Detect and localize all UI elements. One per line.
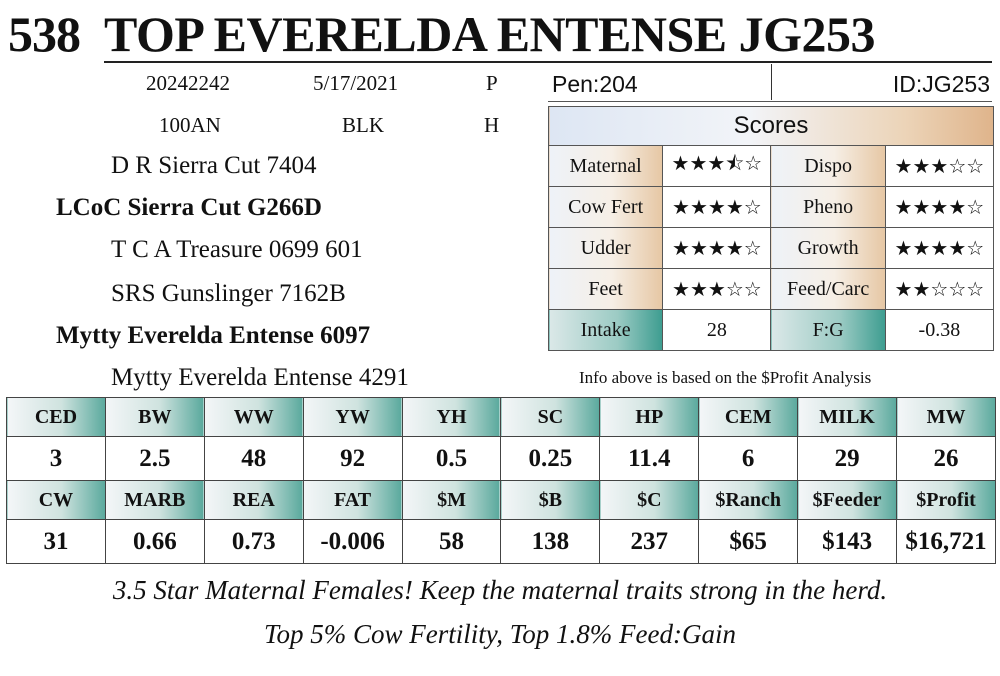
score-row: Cow Fert ★★★★☆ Pheno ★★★★☆ bbox=[547, 186, 995, 228]
epd-header-cell: $Feeder bbox=[797, 480, 898, 520]
score-stars-feet: ★★★☆☆ bbox=[662, 268, 772, 310]
title-rule bbox=[104, 61, 992, 63]
epd-value-cell: $16,721 bbox=[896, 519, 996, 564]
epd-header-cell: YH bbox=[401, 397, 502, 437]
epd-value-cell: 2.5 bbox=[104, 436, 205, 481]
epd-value-cell: 237 bbox=[599, 519, 700, 564]
pen-rule bbox=[548, 101, 992, 102]
epd-value-cell: $143 bbox=[797, 519, 898, 564]
epd-header-cell: FAT bbox=[302, 480, 403, 520]
epd-value-cell: 48 bbox=[203, 436, 304, 481]
epd-header-cell: SC bbox=[500, 397, 601, 437]
epd-value-cell: 0.25 bbox=[500, 436, 601, 481]
score-stars-growth: ★★★★☆ bbox=[884, 227, 995, 269]
epd-header-cell: $Ranch bbox=[698, 480, 799, 520]
score-row: Maternal ★★★⯪☆ Dispo ★★★☆☆ bbox=[547, 145, 995, 187]
epd-header-cell: CEM bbox=[698, 397, 799, 437]
epd-header-cell: CW bbox=[6, 480, 106, 520]
info-code-1: P bbox=[486, 71, 498, 95]
score-label-feed-carc: Feed/Carc bbox=[770, 268, 886, 310]
epd-value-row-1: 3 2.5 48 92 0.5 0.25 11.4 6 29 26 bbox=[6, 436, 996, 481]
profit-analysis-note: Info above is based on the $Profit Analy… bbox=[579, 368, 872, 387]
epd-value-cell: 92 bbox=[302, 436, 403, 481]
pedigree-sire: LCoC Sierra Cut G266D bbox=[56, 194, 322, 221]
epd-header-cell: $M bbox=[401, 480, 502, 520]
epd-value-cell: $65 bbox=[698, 519, 799, 564]
epd-value-cell: -0.006 bbox=[302, 519, 403, 564]
pedigree-dam-dam: Mytty Everelda Entense 4291 bbox=[111, 364, 409, 391]
epd-value-cell: 11.4 bbox=[599, 436, 700, 481]
epd-header-cell: REA bbox=[203, 480, 304, 520]
pedigree-dam-sire: SRS Gunslinger 7162B bbox=[111, 280, 346, 307]
epd-header-cell: MARB bbox=[104, 480, 205, 520]
coat-color: BLK bbox=[342, 113, 384, 137]
score-stars-cow-fert: ★★★★☆ bbox=[662, 186, 772, 228]
epd-header-cell: MW bbox=[896, 397, 996, 437]
score-stars-feed-carc: ★★☆☆☆ bbox=[884, 268, 995, 310]
epd-header-cell: BW bbox=[104, 397, 205, 437]
pedigree-dam: Mytty Everelda Entense 6097 bbox=[56, 322, 371, 349]
epd-header-cell: HP bbox=[599, 397, 700, 437]
epd-header-cell: WW bbox=[203, 397, 304, 437]
epd-header-row-2: CW MARB REA FAT $M $B $C $Ranch $Feeder $Profit bbox=[6, 480, 996, 520]
score-stars-maternal: ★★★⯪☆ bbox=[662, 145, 772, 187]
score-label-intake: Intake bbox=[547, 309, 664, 351]
footer-line-2: Top 5% Cow Fertility, Top 1.8% Feed:Gain bbox=[263, 619, 736, 649]
score-row: Intake 28 F:G -0.38 bbox=[547, 309, 995, 351]
birth-date: 5/17/2021 bbox=[313, 71, 399, 95]
score-row: Feet ★★★☆☆ Feed/Carc ★★☆☆☆ bbox=[547, 268, 995, 310]
pen-number: Pen:204 bbox=[552, 71, 638, 97]
epd-value-cell: 6 bbox=[698, 436, 799, 481]
score-label-fg: F:G bbox=[770, 309, 886, 351]
registration-number: 20242242 bbox=[146, 71, 230, 95]
info-code-2: H bbox=[484, 113, 500, 137]
breed-percentage: 100AN bbox=[159, 113, 221, 137]
epd-value-cell: 0.66 bbox=[104, 519, 205, 564]
score-label-feet: Feet bbox=[547, 268, 664, 310]
epd-header-cell: $Profit bbox=[896, 480, 996, 520]
epd-value-row-2: 31 0.66 0.73 -0.006 58 138 237 $65 $143 $16,721 bbox=[6, 519, 996, 564]
epd-value-cell: 3 bbox=[6, 436, 106, 481]
score-stars-pheno: ★★★★☆ bbox=[884, 186, 995, 228]
epd-value-cell: 31 bbox=[6, 519, 106, 564]
epd-value-cell: 29 bbox=[797, 436, 898, 481]
epd-table: CED BW WW YW YH SC HP CEM MILK MW 3 2.5 48 92 0.5 0.25… bbox=[6, 397, 996, 564]
epd-header-cell: CED bbox=[6, 397, 106, 437]
score-value-intake: 28 bbox=[662, 309, 772, 351]
epd-value-cell: 26 bbox=[896, 436, 996, 481]
epd-header-cell: MILK bbox=[797, 397, 898, 437]
epd-header-cell: $B bbox=[500, 480, 601, 520]
score-stars-udder: ★★★★☆ bbox=[662, 227, 772, 269]
pedigree-sire-dam: T C A Treasure 0699 601 bbox=[111, 236, 363, 263]
pen-id-divider bbox=[771, 64, 772, 100]
scores-title: Scores bbox=[548, 106, 994, 146]
score-label-cow-fert: Cow Fert bbox=[547, 186, 664, 228]
score-row: Udder ★★★★☆ Growth ★★★★☆ bbox=[547, 227, 995, 269]
scores-table: Scores Maternal ★★★⯪☆ Dispo ★★★☆☆ Cow Fe… bbox=[547, 106, 995, 351]
footer-line-1: 3.5 Star Maternal Females! Keep the mate… bbox=[112, 575, 888, 605]
epd-value-cell: 58 bbox=[401, 519, 502, 564]
epd-header-cell: $C bbox=[599, 480, 700, 520]
score-label-maternal: Maternal bbox=[547, 145, 664, 187]
score-label-dispo: Dispo bbox=[770, 145, 886, 187]
epd-value-cell: 0.5 bbox=[401, 436, 502, 481]
epd-header-row-1: CED BW WW YW YH SC HP CEM MILK MW bbox=[6, 397, 996, 437]
epd-header-cell: YW bbox=[302, 397, 403, 437]
score-label-pheno: Pheno bbox=[770, 186, 886, 228]
score-value-fg: -0.38 bbox=[884, 309, 995, 351]
score-label-growth: Growth bbox=[770, 227, 886, 269]
animal-id: ID:JG253 bbox=[892, 71, 990, 97]
epd-value-cell: 138 bbox=[500, 519, 601, 564]
score-stars-dispo: ★★★☆☆ bbox=[884, 145, 995, 187]
lot-number: 538 bbox=[8, 6, 81, 62]
score-label-udder: Udder bbox=[547, 227, 664, 269]
animal-name: TOP EVERELDA ENTENSE JG253 bbox=[104, 6, 876, 62]
pedigree-sire-sire: D R Sierra Cut 7404 bbox=[111, 152, 317, 179]
epd-value-cell: 0.73 bbox=[203, 519, 304, 564]
